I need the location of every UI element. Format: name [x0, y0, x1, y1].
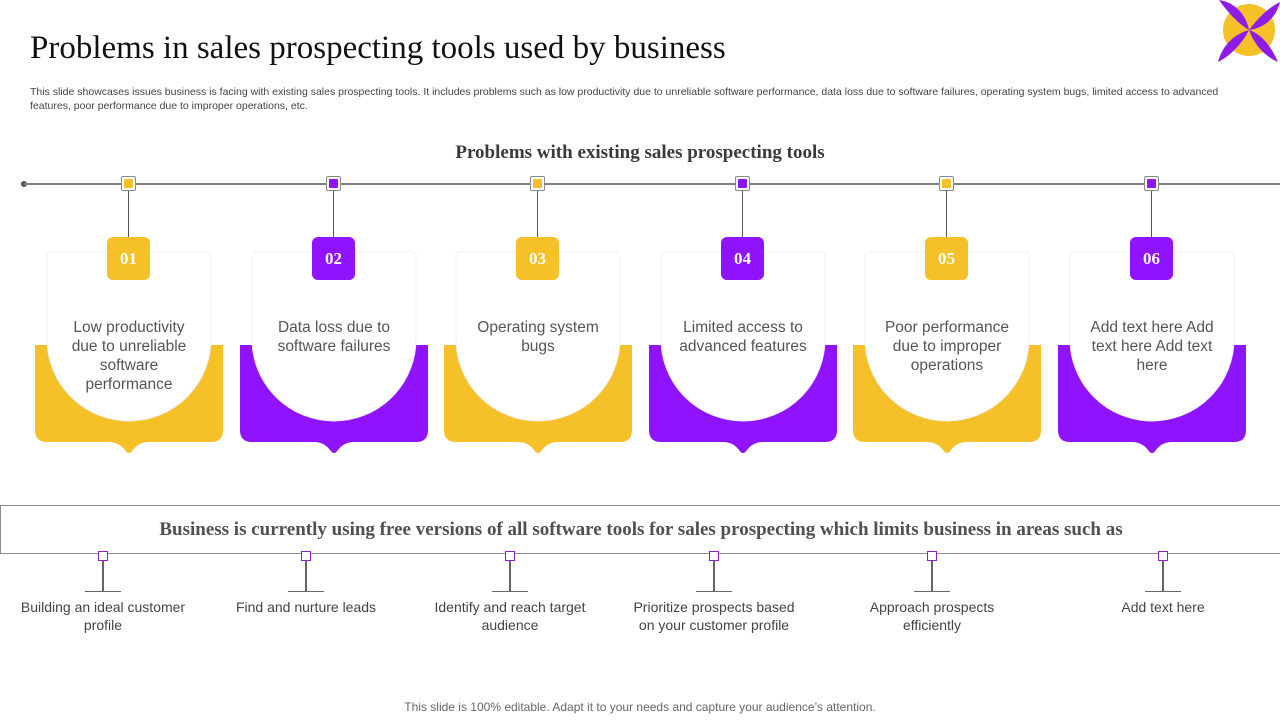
card-shape: [444, 251, 632, 453]
area-marker: [927, 551, 937, 561]
timeline-marker: [121, 176, 136, 191]
card-number-badge: 02: [312, 237, 355, 280]
area-underline: [288, 591, 324, 593]
timeline-line: [24, 183, 1280, 185]
problem-card-1: 01 Low productivity due to unreliable sof…: [33, 175, 225, 460]
card-number-badge: 03: [516, 237, 559, 280]
card-text-panel: [864, 251, 1030, 422]
card-shape: [649, 251, 837, 453]
timeline-marker: [530, 176, 545, 191]
summary-banner: Business is currently using free version…: [0, 505, 1280, 554]
card-connector: [946, 191, 948, 237]
timeline-marker: [939, 176, 954, 191]
card-text-panel: [251, 251, 417, 422]
card-connector: [1151, 191, 1153, 237]
card-text: Low productivity due to unreliable softw…: [71, 319, 187, 393]
timeline-marker: [1144, 176, 1159, 191]
area-underline: [1145, 591, 1181, 593]
timeline-marker: [735, 176, 750, 191]
card-text: Add text here Add text here Add text her…: [1090, 319, 1214, 374]
area-text: Building an ideal customer profile: [20, 599, 186, 633]
card-text-panel: [1069, 251, 1235, 422]
problem-card-4: 04 Limited access to advanced features: [647, 175, 839, 460]
area-connector: [102, 561, 104, 591]
card-base-shape: [35, 345, 223, 453]
area-connector: [1162, 561, 1164, 591]
area-text: Approach prospects efficiently: [869, 599, 995, 633]
card-text: Operating system bugs: [477, 319, 599, 355]
card-shape: [35, 251, 223, 453]
logo-petals: [1218, 0, 1280, 62]
card-text: Data loss due to software failures: [277, 319, 391, 355]
card-text-panel: [46, 251, 212, 422]
flower-logo-icon: [1218, 0, 1280, 62]
card-connector: [333, 191, 335, 237]
card-connector: [742, 191, 744, 237]
timeline-marker: [326, 176, 341, 191]
card-number-badge: 04: [721, 237, 764, 280]
area-marker: [98, 551, 108, 561]
area-text: Add text here: [1121, 599, 1205, 615]
card-connector: [537, 191, 539, 237]
area-underline: [914, 591, 950, 593]
page-description: This slide showcases issues business is …: [30, 86, 1219, 112]
footer-note: This slide is 100% editable. Adapt it to…: [404, 700, 876, 714]
area-marker: [1158, 551, 1168, 561]
area-connector: [305, 561, 307, 591]
area-text: Identify and reach target audience: [434, 599, 586, 633]
area-marker: [709, 551, 719, 561]
area-underline: [492, 591, 528, 593]
area-text: Prioritize prospects based on your custo…: [633, 599, 795, 633]
area-underline: [696, 591, 732, 593]
area-marker: [505, 551, 515, 561]
summary-banner-text: Business is currently using free version…: [159, 519, 1123, 540]
area-connector: [509, 561, 511, 591]
card-base-shape: [1058, 345, 1246, 453]
card-text-panel: [660, 251, 826, 422]
problem-card-3: 03 Operating system bugs: [442, 175, 634, 460]
card-text: Poor performance due to improper operati…: [884, 319, 1010, 374]
area-underline: [85, 591, 121, 593]
card-base-shape: [444, 345, 632, 453]
problem-card-6: 06 Add text here Add text here Add text h…: [1056, 175, 1248, 460]
card-shape: [853, 251, 1041, 453]
area-connector: [931, 561, 933, 591]
card-base-shape: [853, 345, 1041, 453]
area-marker: [301, 551, 311, 561]
section-title: Problems with existing sales prospecting…: [455, 142, 825, 163]
area-text: Find and nurture leads: [235, 599, 377, 615]
card-shape: [1058, 251, 1246, 453]
area-connector: [713, 561, 715, 591]
card-text-panel: [455, 251, 621, 422]
card-base-shape: [240, 345, 428, 453]
card-base-shape: [649, 345, 837, 453]
card-number-badge: 06: [1130, 237, 1173, 280]
problem-card-5: 05 Poor performance due to improper opera…: [851, 175, 1043, 460]
card-connector: [128, 191, 130, 237]
page-title: Problems in sales prospecting tools used…: [30, 30, 726, 66]
card-shape: [240, 251, 428, 453]
card-number-badge: 05: [925, 237, 968, 280]
card-text: Limited access to advanced features: [679, 319, 807, 355]
problem-card-2: 02 Data loss due to software failures: [238, 175, 430, 460]
card-number-badge: 01: [107, 237, 150, 280]
